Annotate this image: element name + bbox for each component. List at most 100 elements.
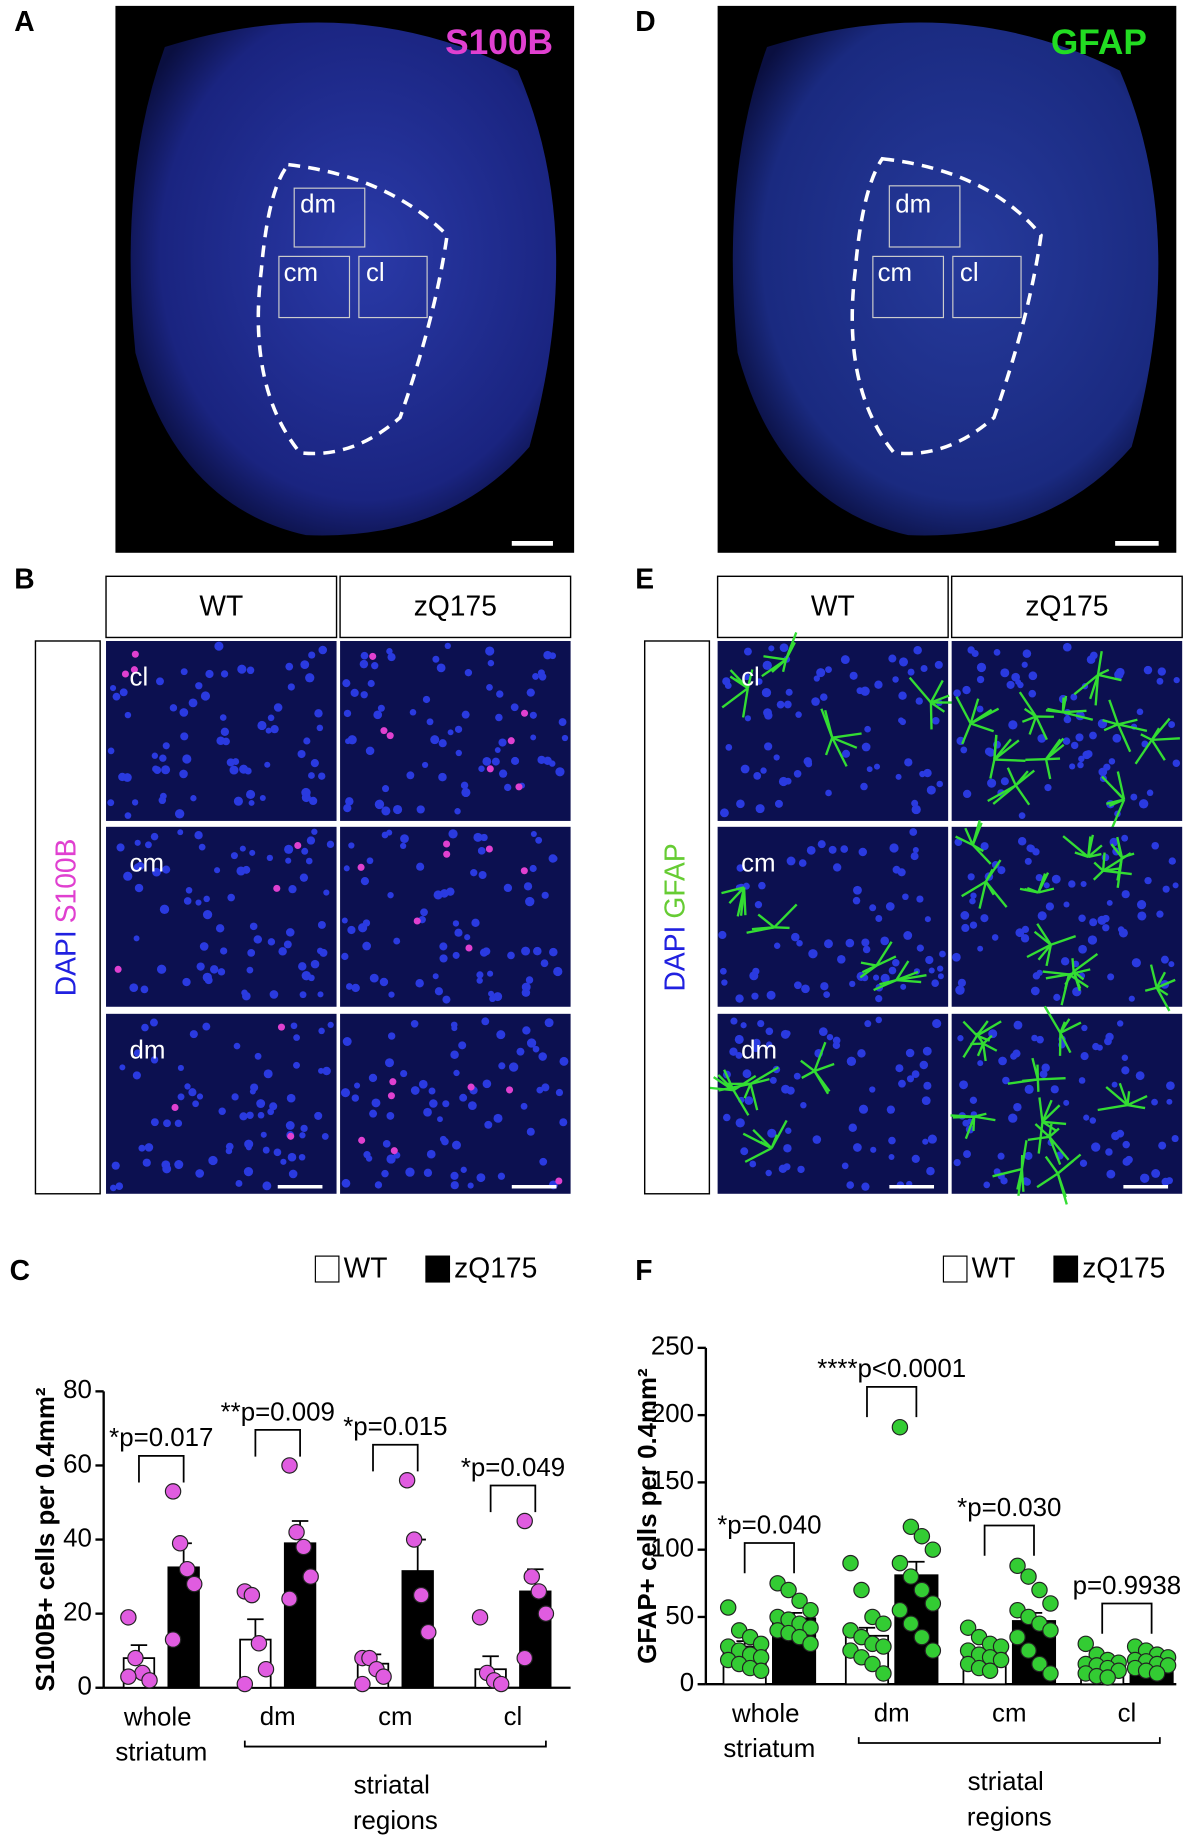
nucleus (794, 981, 802, 989)
data-point (843, 1555, 858, 1570)
nucleus (875, 915, 882, 922)
nucleus (916, 697, 923, 704)
data-point (165, 1632, 180, 1647)
nucleus (936, 781, 943, 788)
data-point (142, 1673, 157, 1688)
nucleus (818, 840, 826, 848)
nucleus (478, 847, 486, 855)
nucleus (849, 981, 855, 987)
marker-cell (555, 1177, 562, 1184)
nucleus (255, 1053, 262, 1060)
y-tick-label: 50 (665, 1602, 694, 1630)
nucleus (151, 1118, 159, 1126)
group-label: striatal regions (967, 1768, 1052, 1831)
nucleus (869, 904, 876, 911)
nucleus (481, 1017, 489, 1025)
nucleus (260, 795, 266, 801)
nucleus (801, 984, 810, 993)
nucleus (736, 800, 745, 809)
nucleus (963, 790, 971, 798)
nucleus (373, 710, 382, 719)
nucleus (954, 1159, 961, 1166)
nucleus (477, 977, 483, 983)
nucleus (342, 1179, 351, 1188)
legend-label: zQ175 (1082, 1252, 1165, 1284)
nucleus (888, 1137, 896, 1145)
nucleus (932, 1019, 941, 1028)
nucleus (361, 652, 369, 660)
row-label: dm (741, 1036, 777, 1064)
row-label: cl (130, 663, 149, 691)
nucleus (870, 1147, 876, 1153)
nucleus (226, 1148, 233, 1155)
nucleus (912, 805, 921, 814)
nucleus (859, 848, 867, 856)
nucleus (267, 855, 273, 861)
nucleus (919, 771, 925, 777)
nucleus (1089, 732, 1097, 740)
marker-cell (388, 1092, 395, 1099)
nucleus (530, 865, 537, 872)
nucleus (288, 1153, 297, 1162)
nucleus (781, 1085, 790, 1094)
panel-label: E (635, 562, 654, 594)
nucleus (846, 939, 855, 948)
nucleus (525, 897, 534, 906)
nucleus (1015, 928, 1024, 937)
nucleus (1008, 1113, 1017, 1122)
nucleus (744, 648, 752, 656)
nucleus (432, 656, 439, 663)
nucleus (125, 712, 131, 718)
nucleus (442, 1100, 449, 1107)
nucleus (1144, 877, 1151, 884)
nucleus (1137, 709, 1144, 716)
nucleus (250, 1083, 258, 1091)
nucleus (1111, 1132, 1120, 1141)
nucleus (257, 721, 266, 730)
nucleus (907, 1075, 914, 1082)
data-point (1043, 1623, 1058, 1638)
nucleus (486, 684, 493, 691)
nucleus (319, 949, 327, 957)
nucleus (980, 914, 988, 922)
nucleus (1121, 835, 1128, 842)
nucleus (1104, 1037, 1112, 1045)
nucleus (794, 1073, 801, 1080)
nucleus (889, 1154, 895, 1160)
nucleus (293, 1034, 300, 1041)
nucleus (1168, 961, 1174, 967)
nucleus (400, 1070, 407, 1077)
group-bracket (245, 1741, 546, 1747)
nucleus (200, 942, 209, 951)
nucleus (904, 758, 912, 766)
nucleus (232, 758, 239, 765)
nucleus (361, 877, 369, 885)
nucleus (188, 1088, 196, 1096)
nucleus (160, 905, 169, 914)
data-point (258, 1662, 273, 1677)
nucleus (322, 1067, 331, 1076)
nucleus (442, 996, 450, 1004)
nucleus (922, 1139, 928, 1145)
nucleus (795, 711, 801, 717)
nucleus (1172, 1135, 1179, 1142)
nucleus (559, 1057, 568, 1066)
data-point (1021, 1569, 1036, 1584)
nucleus (175, 809, 184, 818)
nucleus (464, 934, 470, 940)
marker-cell (387, 732, 394, 739)
nucleus (957, 1035, 963, 1041)
data-point (914, 1629, 929, 1644)
nucleus (1044, 784, 1051, 791)
nucleus (453, 952, 460, 959)
nucleus (494, 1114, 503, 1123)
nucleus (1029, 671, 1038, 680)
nucleus (892, 676, 899, 683)
data-point (925, 1596, 940, 1611)
nucleus (439, 739, 447, 747)
nucleus (440, 1136, 447, 1143)
nucleus (823, 991, 830, 998)
nucleus (895, 1064, 903, 1072)
nucleus (533, 947, 541, 955)
nucleus (297, 750, 305, 758)
